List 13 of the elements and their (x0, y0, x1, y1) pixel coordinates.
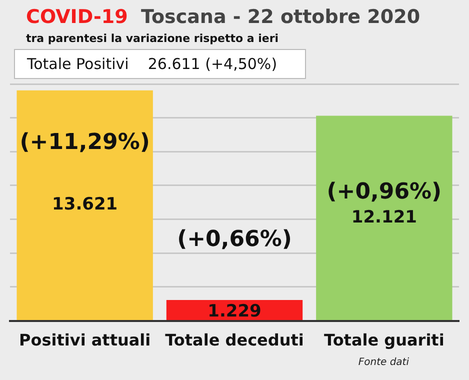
chart-title: COVID-19 Toscana - 22 ottobre 2020 (26, 6, 420, 28)
source-note: Fonte dati (358, 357, 409, 368)
annotation: (+11,29%) (20, 130, 150, 155)
data-label: 1.229 (208, 301, 262, 322)
annotation: (+0,96%) (326, 180, 442, 205)
x-tick-label: Positivi attuali (19, 330, 151, 350)
annotation: (+0,66%) (177, 227, 292, 252)
data-label: 12.121 (351, 207, 417, 228)
data-label: 13.621 (52, 194, 118, 215)
x-tick-label: Totale deceduti (165, 330, 304, 350)
text: Totale Positivi 26.611 (+4,50%) (14, 49, 306, 79)
x-tick-label: Totale guariti (324, 330, 444, 350)
chart-subtitle: tra parentesi la variazione rispetto a ieri (26, 32, 279, 45)
